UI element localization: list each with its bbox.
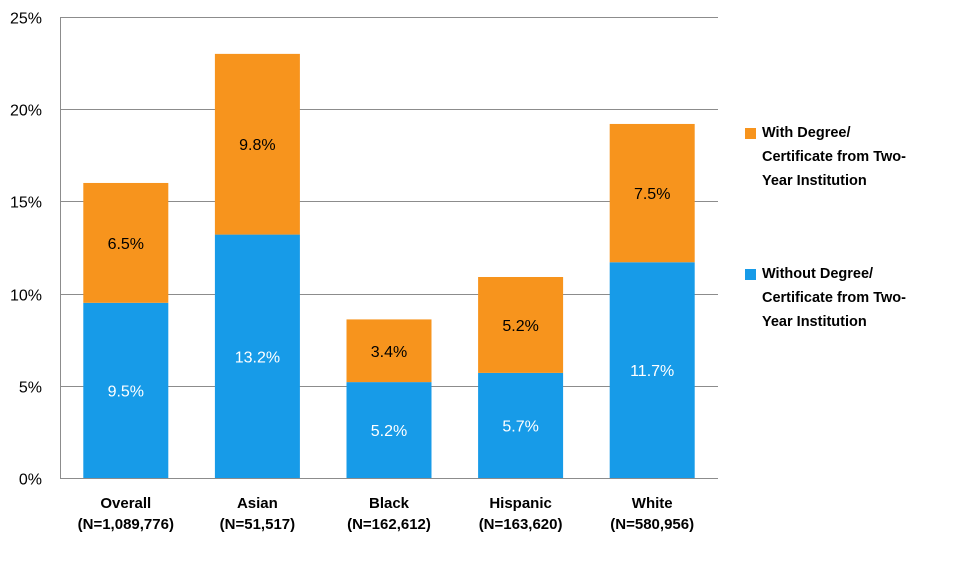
data-label: 11.7%	[630, 363, 674, 380]
x-tick-sample-size: (N=1,089,776)	[78, 516, 174, 533]
data-label: 3.4%	[371, 344, 407, 361]
x-tick-sample-size: (N=162,612)	[347, 516, 431, 533]
bar-segment	[609, 123, 695, 263]
x-tick-sample-size: (N=163,620)	[479, 516, 563, 533]
bar-segment	[214, 53, 300, 235]
data-label: 7.5%	[634, 186, 670, 203]
legend-item-without-degree: Without Degree/ Certificate from Two- Ye…	[745, 262, 952, 334]
bar-segment	[346, 319, 432, 383]
bar-segment	[478, 277, 564, 373]
bar-segment	[83, 302, 169, 478]
legend-swatch-without-degree	[745, 269, 756, 280]
x-tick-label: Asian	[237, 495, 278, 512]
legend-swatch-with-degree	[745, 128, 756, 139]
y-tick-label: 0%	[19, 472, 42, 489]
legend-label-without-degree: Without Degree/ Certificate from Two- Ye…	[762, 266, 906, 330]
data-label: 6.5%	[108, 236, 144, 253]
x-tick-label: Black	[369, 495, 410, 512]
legend-item-with-degree: With Degree/ Certificate from Two- Year …	[745, 121, 952, 193]
bar-segment	[214, 234, 300, 478]
data-label: 9.8%	[239, 137, 275, 154]
bar-segment	[346, 382, 432, 478]
y-tick-label: 10%	[10, 288, 42, 305]
x-tick-label: Hispanic	[489, 495, 552, 512]
bar-segment	[609, 262, 695, 478]
data-label: 9.5%	[108, 383, 144, 400]
x-tick-sample-size: (N=580,956)	[610, 516, 694, 533]
data-label: 5.2%	[371, 423, 407, 440]
data-label: 5.2%	[502, 318, 538, 335]
x-tick-sample-size: (N=51,517)	[220, 516, 295, 533]
y-tick-label: 5%	[19, 380, 42, 397]
x-tick-label: Overall	[100, 495, 151, 512]
y-tick-label: 20%	[10, 103, 42, 120]
data-label: 5.7%	[502, 418, 538, 435]
x-tick-label: White	[632, 495, 673, 512]
y-tick-label: 25%	[10, 11, 42, 28]
data-label: 13.2%	[235, 349, 280, 366]
y-tick-label: 15%	[10, 195, 42, 212]
bar-segment	[83, 182, 169, 303]
bar-segment	[478, 372, 564, 478]
legend-label-with-degree: With Degree/ Certificate from Two- Year …	[762, 125, 906, 189]
